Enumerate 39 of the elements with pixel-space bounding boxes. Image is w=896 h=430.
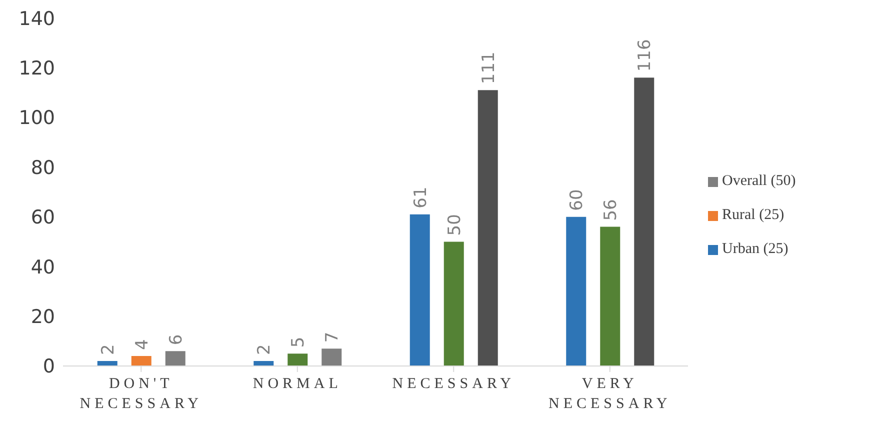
legend-label: Overall (50): [722, 173, 796, 189]
bar: [566, 216, 586, 366]
data-label: 5: [288, 336, 309, 348]
data-label: 2: [98, 344, 118, 356]
bar: [634, 78, 654, 366]
data-label: 7: [322, 332, 343, 343]
y-tick-label: 100: [18, 107, 55, 130]
data-label: 2: [254, 344, 275, 356]
legend-label: Rural (25): [722, 207, 784, 223]
y-tick-label: 120: [18, 57, 55, 80]
x-tick-label: DON'T NECESSARY: [80, 376, 202, 412]
x-tick-label: NORMAL: [252, 376, 342, 392]
legend-label: Urban (25): [722, 241, 788, 257]
data-label: 6: [166, 334, 186, 346]
bar: [131, 356, 152, 366]
y-tick-label: 60: [30, 206, 55, 229]
data-label: 111: [478, 52, 499, 84]
bar: [322, 348, 342, 366]
bar: [444, 242, 464, 366]
data-label: 56: [601, 199, 622, 221]
bar: [97, 361, 118, 366]
y-tick-label: 80: [30, 156, 55, 179]
bar: [410, 214, 430, 366]
x-tick-label: NECESSARY: [392, 376, 515, 392]
data-label: 61: [410, 186, 431, 208]
y-tick-label: 0: [42, 356, 55, 378]
bar: [288, 354, 308, 366]
bar: [165, 351, 186, 366]
y-tick-label: 20: [30, 306, 55, 328]
x-tick-label: VERY NECESSARY: [548, 376, 672, 412]
bar: [600, 226, 620, 366]
data-label: 60: [567, 189, 588, 211]
bar: [478, 90, 498, 366]
y-tick-label: 40: [30, 256, 55, 278]
bar: [254, 361, 274, 366]
y-tick-label: 140: [18, 8, 55, 30]
data-label: 116: [635, 39, 656, 72]
data-label: 50: [444, 214, 465, 236]
data-label: 4: [132, 339, 152, 350]
